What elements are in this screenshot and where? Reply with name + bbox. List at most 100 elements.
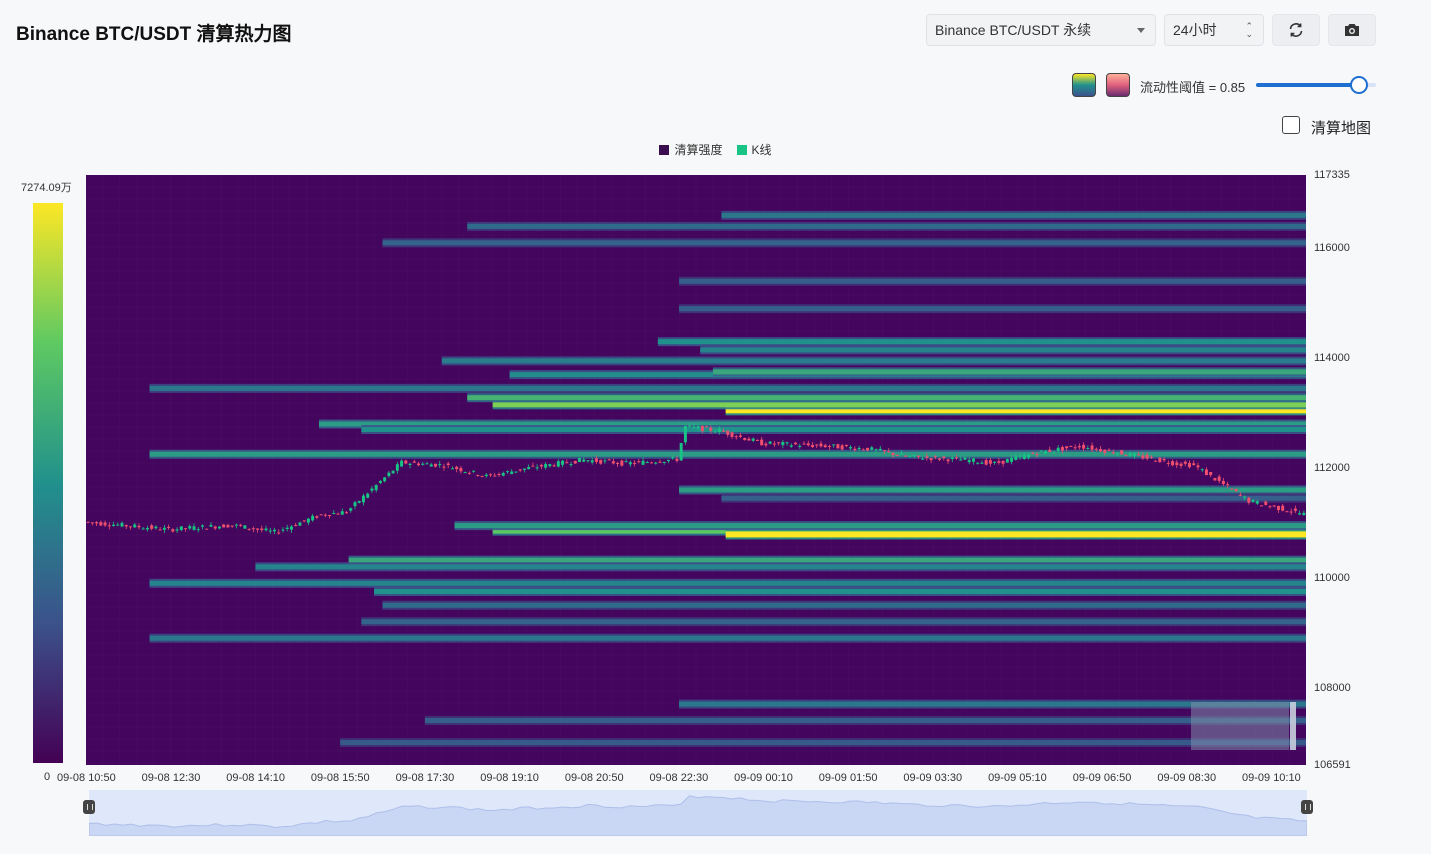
heatmap-svg [86,175,1306,765]
candle-body [878,448,882,451]
candle-body [1213,478,1217,481]
camera-icon [1345,24,1359,36]
candle-body [942,456,946,459]
candle-body [1171,461,1175,466]
candle-body [764,443,768,446]
candle-body [1226,484,1230,486]
candle-body [802,443,806,445]
candle-body [522,468,526,470]
candle-body [768,441,772,444]
heatmap-plot[interactable] [86,175,1306,765]
candle-body [391,470,395,474]
candle-body [582,459,586,462]
candle-body [984,460,988,465]
candle-body [866,447,870,451]
candle-body [1099,448,1103,452]
y-tick-label: 108000 [1314,681,1351,694]
liquidation-band [467,395,1306,401]
candle-body [1022,454,1026,460]
candle-body [683,426,687,443]
legend-item-kline[interactable]: K线 [736,141,772,158]
candle-body [1043,450,1047,454]
legend-item-heat[interactable]: 清算强度 [659,141,723,158]
candle-body [1175,462,1179,466]
candle-body [789,445,793,447]
screenshot-button[interactable] [1328,14,1376,46]
x-tick-label: 09-08 15:50 [310,772,370,784]
legend-swatch [659,144,670,155]
candle-body [264,528,268,531]
candle-body [1255,501,1259,504]
zoom-handle-left[interactable] [83,800,95,814]
candle-body [446,463,450,466]
candle-body [239,524,243,526]
y-tick-label: 117335 [1314,169,1350,181]
candle-body [268,530,272,532]
liquidation-band [725,407,1306,414]
candle-body [1268,506,1272,508]
period-select[interactable]: 24小时 ⌃ ⌄ [1164,14,1264,46]
refresh-button[interactable] [1272,14,1320,46]
candle-body [963,457,967,460]
candle-body [696,426,700,429]
candle-body [641,460,645,465]
candle-body [251,528,255,530]
candle-body [586,460,590,462]
slider-knob[interactable] [1350,76,1368,94]
candle-body [1132,453,1136,457]
candle-body [1298,513,1302,515]
candle-body [145,527,149,530]
candle-body [357,500,361,503]
candle-body [184,528,188,530]
liq-map-checkbox[interactable] [1282,116,1300,134]
exchange-select[interactable]: Binance BTC/USDT 永续 [926,14,1156,46]
candle-body [616,462,620,465]
x-tick-label: 09-09 01:50 [818,772,878,784]
candle-body [819,443,823,447]
candle-body [467,472,471,474]
candle-body [675,458,679,461]
viridis-palette-icon[interactable] [1072,73,1096,97]
candle-body [823,445,827,448]
candle-body [840,445,844,450]
pink-palette-icon[interactable] [1106,73,1130,97]
candle-body [378,480,382,484]
candle-body [1039,450,1043,452]
candle-body [565,462,569,464]
candle-body [112,524,116,526]
candle-body [1272,505,1276,507]
candle-body [891,452,895,456]
candle-body [620,460,624,466]
candle-body [531,465,535,467]
candle-body [654,462,658,464]
candle-body [637,461,641,463]
candle-body [628,462,632,465]
candle-body [1247,497,1251,503]
candle-body [671,457,675,459]
candle-body [95,522,99,524]
candle-body [836,444,840,449]
candle-body [734,436,738,438]
x-tick-label: 09-08 22:30 [649,772,709,784]
liquidation-band [149,635,1306,641]
candle-body [256,528,260,530]
candle-body [323,514,327,516]
candle-body [594,458,598,462]
liq-map-label[interactable]: 清算地图 [1311,120,1372,137]
zoom-handle-right[interactable] [1301,800,1313,814]
candle-body [1027,454,1031,458]
candle-body [1001,460,1005,464]
threshold-slider[interactable] [1256,76,1376,94]
period-select-value: 24小时 [1173,22,1217,38]
candle-body [1285,511,1289,513]
candle-body [230,525,234,527]
liquidation-band [348,557,1306,563]
candle-body [607,459,611,461]
candle-body [755,439,759,441]
zoom-minimap[interactable] [88,790,1308,837]
candle-body [476,474,480,476]
candle-body [179,526,183,531]
candle-body [1302,512,1306,516]
candle-body [938,458,942,460]
liquidation-band [657,339,1306,345]
